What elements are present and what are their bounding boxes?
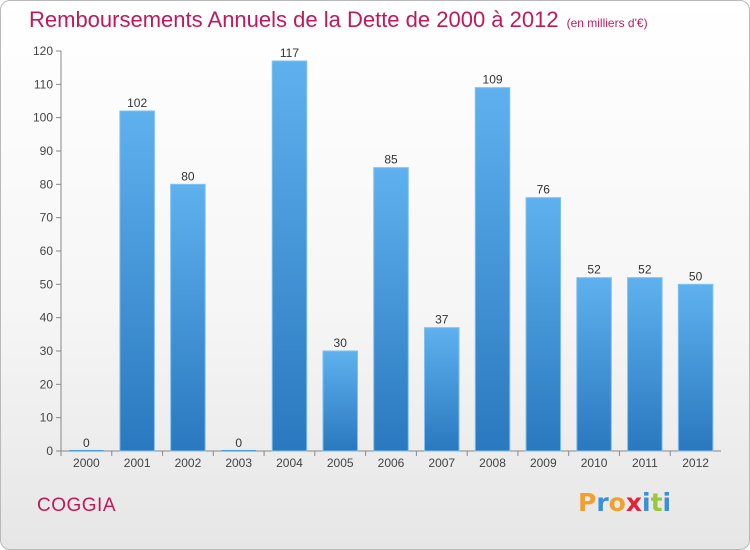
x-tick-label: 2000	[73, 456, 100, 470]
y-tick-label: 80	[40, 177, 54, 191]
x-tick-label: 2004	[276, 456, 303, 470]
data-label: 117	[280, 46, 299, 60]
x-tick-label: 2006	[378, 456, 405, 470]
bar	[170, 183, 206, 452]
y-tick-label: 100	[33, 111, 53, 125]
logo-letter: x	[625, 488, 642, 517]
bar	[119, 110, 155, 452]
data-label: 102	[127, 96, 147, 110]
bar	[322, 350, 358, 452]
y-tick-label: 20	[40, 377, 54, 391]
y-tick-label: 110	[34, 77, 53, 91]
x-tick-label: 2007	[428, 456, 455, 470]
y-tick-label: 120	[33, 44, 53, 58]
bar	[373, 167, 409, 452]
data-label: 37	[435, 313, 449, 327]
logo-letter: P	[578, 488, 597, 517]
y-tick-label: 50	[40, 277, 54, 291]
logo-letter: o	[608, 488, 626, 517]
data-label: 0	[235, 436, 242, 450]
bar	[474, 87, 511, 452]
x-tick-label: 2001	[124, 456, 151, 470]
chart-subtitle: (en milliers d'€)	[566, 16, 648, 30]
y-tick-label: 0	[46, 444, 53, 458]
bar	[576, 277, 612, 452]
proxiti-logo: Proxiti	[578, 488, 671, 517]
x-tick-label: 2010	[581, 456, 608, 470]
y-tick-label: 30	[40, 344, 54, 358]
y-tick-label: 60	[40, 244, 54, 258]
logo-letter: t	[650, 488, 663, 517]
x-tick-label: 2005	[327, 456, 354, 470]
logo-letter: i	[662, 488, 672, 517]
data-label: 85	[384, 153, 398, 167]
bar	[525, 197, 562, 452]
data-label: 50	[689, 269, 703, 283]
bar	[271, 60, 308, 452]
data-label: 0	[83, 436, 90, 450]
x-tick-label: 2003	[225, 456, 252, 470]
y-tick-label: 10	[40, 411, 54, 425]
x-tick-label: 2011	[632, 456, 658, 470]
y-tick-label: 70	[40, 211, 54, 225]
data-label: 76	[537, 183, 551, 197]
data-label: 52	[587, 263, 601, 277]
data-label: 30	[334, 336, 348, 350]
commune-name: COGGIA	[37, 495, 117, 516]
x-tick-label: 2008	[479, 456, 506, 470]
logo-letter: i	[642, 488, 651, 517]
logo-letter: r	[596, 488, 609, 517]
chart-title: Remboursements Annuels de la Dette de 20…	[29, 7, 648, 32]
y-tick-label: 40	[40, 311, 54, 325]
bar	[677, 283, 714, 452]
bar	[627, 277, 663, 452]
x-tick-label: 2002	[175, 456, 202, 470]
data-label: 52	[638, 263, 652, 277]
data-label: 80	[181, 169, 195, 183]
bar	[424, 327, 460, 452]
y-tick-label: 90	[40, 144, 54, 158]
x-tick-label: 2012	[682, 456, 709, 470]
x-tick-label: 2009	[530, 456, 557, 470]
data-label: 109	[483, 73, 503, 87]
